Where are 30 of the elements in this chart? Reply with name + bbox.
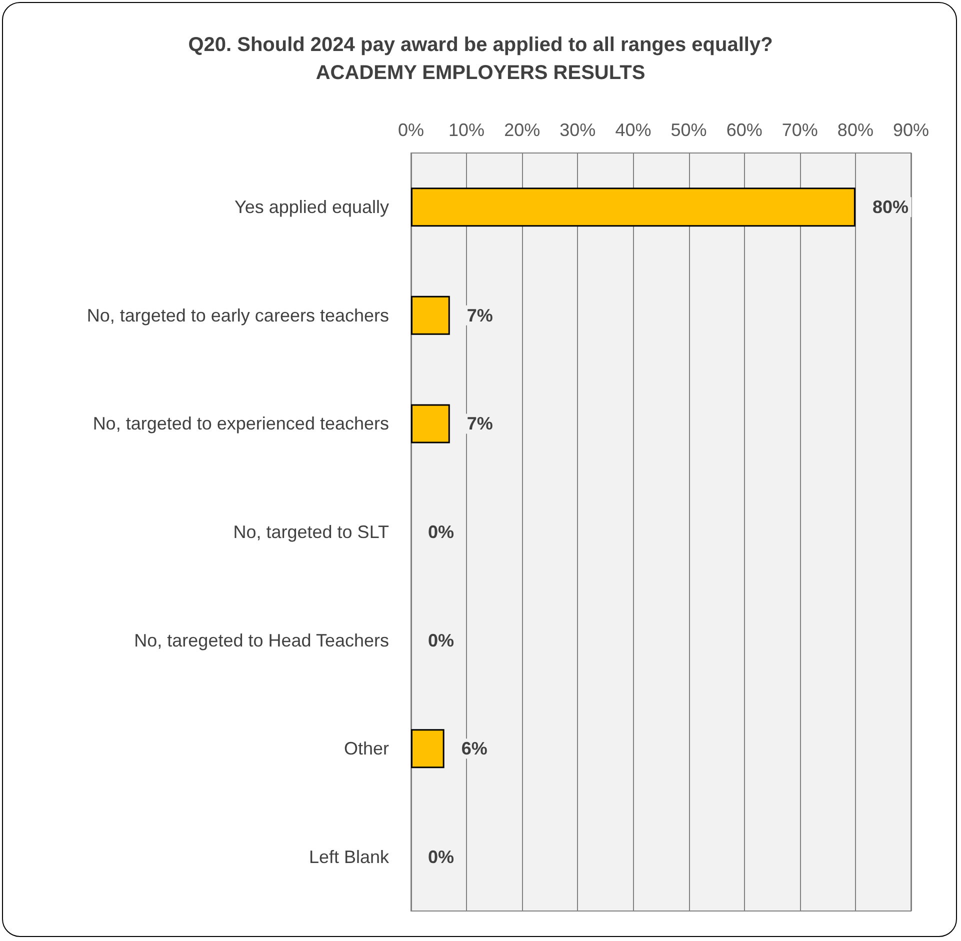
chart-title: Q20. Should 2024 pay award be applied to all ranges equally? — [188, 34, 773, 56]
data-label: 0% — [428, 522, 454, 542]
y-tick-label: Other — [344, 738, 389, 759]
data-label: 7% — [466, 414, 493, 434]
x-tick-label: 80% — [837, 120, 874, 140]
x-tick-label: 90% — [892, 120, 930, 140]
data-label: 7% — [466, 305, 493, 326]
chart-subtitle: ACADEMY EMPLOYERS RESULTS — [316, 62, 646, 84]
y-tick-label: Yes applied equally — [234, 197, 389, 218]
y-tick-label: Left Blank — [308, 846, 390, 867]
x-tick-label: 0% — [398, 120, 424, 140]
bar — [411, 729, 444, 768]
y-tick-label: No, targeted to SLT — [233, 522, 389, 542]
x-tick-label: 30% — [560, 120, 596, 140]
data-label: 80% — [872, 197, 908, 218]
x-tick-label: 40% — [615, 120, 652, 140]
data-label: 0% — [428, 630, 454, 650]
x-tick-label: 50% — [670, 120, 707, 140]
data-label: 6% — [461, 738, 488, 759]
bar — [411, 296, 450, 335]
x-tick-label: 20% — [504, 120, 540, 140]
y-tick-label: No, targeted to experienced teachers — [92, 414, 389, 434]
bar — [411, 404, 450, 444]
x-tick-label: 60% — [726, 120, 762, 140]
x-tick-label: 70% — [782, 120, 818, 140]
y-tick-label: No, taregeted to Head Teachers — [134, 630, 389, 650]
y-tick-label: No, targeted to early careers teachers — [86, 305, 389, 326]
x-tick-label: 10% — [448, 120, 485, 140]
bar — [411, 188, 856, 227]
data-label: 0% — [428, 846, 454, 867]
